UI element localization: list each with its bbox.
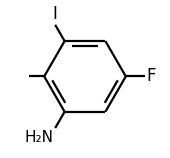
Text: H₂N: H₂N — [25, 130, 54, 145]
Text: F: F — [146, 67, 155, 85]
Text: I: I — [52, 5, 57, 23]
